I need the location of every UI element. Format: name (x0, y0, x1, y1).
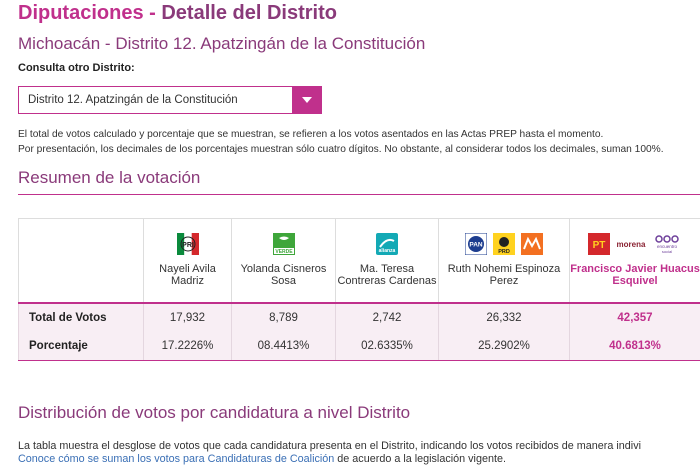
party-logos: PAN PRD (439, 233, 569, 255)
alianza-logo-icon: alianza (376, 233, 398, 255)
candidate-name: Ruth Nohemi Espinoza Perez (447, 263, 561, 287)
table-row-percent: Porcentaje 17.2226% 08.4413% 02.6335% 25… (18, 332, 700, 361)
pri-logo-icon: PRI (176, 233, 199, 255)
candidate-header-5: PT morena encuentro social Francisco Jav… (570, 218, 700, 302)
district-subtitle: Michoacán - Distrito 12. Apatzingán de l… (18, 34, 426, 53)
svg-text:PRI: PRI (182, 242, 194, 249)
encuentro-social-logo-icon: encuentro social (655, 235, 680, 254)
svg-text:encuentro: encuentro (657, 244, 678, 249)
coalition-votes-link[interactable]: Conoce cómo se suman los votos para Cand… (18, 453, 335, 465)
candidate-header-1: PRI Nayeli Avila Madriz (144, 218, 232, 302)
total-votes: 2,742 (336, 304, 439, 332)
section-divider (18, 194, 700, 195)
party-logos: PRI (144, 233, 231, 255)
info-line-2: Por presentación, los decimales de los p… (18, 144, 664, 155)
vote-percent: 17.2226% (144, 332, 232, 360)
row-label-percent: Porcentaje (18, 332, 144, 360)
info-line-1: El total de votos calculado y porcentaje… (18, 129, 604, 140)
party-logos: alianza (336, 233, 438, 255)
total-votes: 42,357 (617, 312, 653, 324)
candidate-header-4: PAN PRD Ruth Nohemi Espinoza Perez (439, 218, 570, 302)
vote-percent: 02.6335% (336, 332, 439, 360)
svg-text:PRD: PRD (498, 249, 510, 255)
table-header-accent (18, 302, 700, 304)
pt-logo-icon: PT (587, 233, 610, 255)
candidate-name: Nayeli Avila Madriz (159, 263, 216, 287)
prd-logo-icon: PRD (493, 233, 515, 255)
vote-percent: 08.4413% (232, 332, 336, 360)
row-label-total: Total de Votos (18, 304, 144, 332)
coalition-info-line: Conoce cómo se suman los votos para Cand… (18, 453, 506, 465)
page-title: Diputaciones - Detalle del Distrito (18, 2, 337, 24)
svg-text:alianza: alianza (379, 248, 396, 254)
svg-text:morena: morena (617, 240, 646, 249)
candidate-header-3: alianza Ma. Teresa Contreras Cardenas (336, 218, 439, 302)
district-select-label: Consulta otro Distrito: (18, 62, 135, 74)
info-text: El total de votos calculado y porcentaje… (18, 127, 664, 157)
party-logos: PT morena encuentro social (570, 233, 700, 255)
chevron-down-icon (302, 97, 312, 103)
total-votes: 26,332 (439, 304, 570, 332)
table-header-label-cell (18, 218, 144, 302)
svg-text:PT: PT (592, 240, 605, 251)
table-row-total: Total de Votos 17,932 8,789 2,742 26,332… (18, 304, 700, 332)
resumen-title: Resumen de la votación (18, 168, 201, 187)
svg-text:PAN: PAN (469, 242, 483, 249)
district-select[interactable]: Distrito 12. Apatzingán de la Constituci… (18, 86, 322, 114)
svg-text:VERDE: VERDE (275, 249, 293, 255)
distribucion-title: Distribución de votos por candidatura a … (18, 403, 411, 422)
pan-logo-icon: PAN (464, 233, 487, 255)
district-select-value: Distrito 12. Apatzingán de la Constituci… (28, 94, 238, 106)
candidate-name: Francisco Javier Huacus Esquivel (570, 263, 700, 287)
dropdown-button[interactable] (292, 86, 322, 114)
coalition-info-suffix: de acuerdo a la legislación vigente. (334, 453, 506, 465)
total-votes: 8,789 (232, 304, 336, 332)
mc-logo-icon (521, 233, 544, 255)
total-votes: 17,932 (144, 304, 232, 332)
vote-percent: 25.2902% (439, 332, 570, 360)
party-logos: VERDE (232, 233, 335, 255)
candidate-header-2: VERDE Yolanda Cisneros Sosa (232, 218, 336, 302)
verde-logo-icon: VERDE (272, 233, 295, 255)
vote-percent: 40.6813% (609, 340, 661, 352)
morena-logo-icon: morena (617, 240, 646, 249)
distribucion-description: La tabla muestra el desglose de votos qu… (18, 440, 641, 452)
candidate-name: Yolanda Cisneros Sosa (240, 263, 327, 287)
candidate-name: Ma. Teresa Contreras Cardenas (337, 263, 437, 287)
svg-text:social: social (662, 249, 672, 254)
